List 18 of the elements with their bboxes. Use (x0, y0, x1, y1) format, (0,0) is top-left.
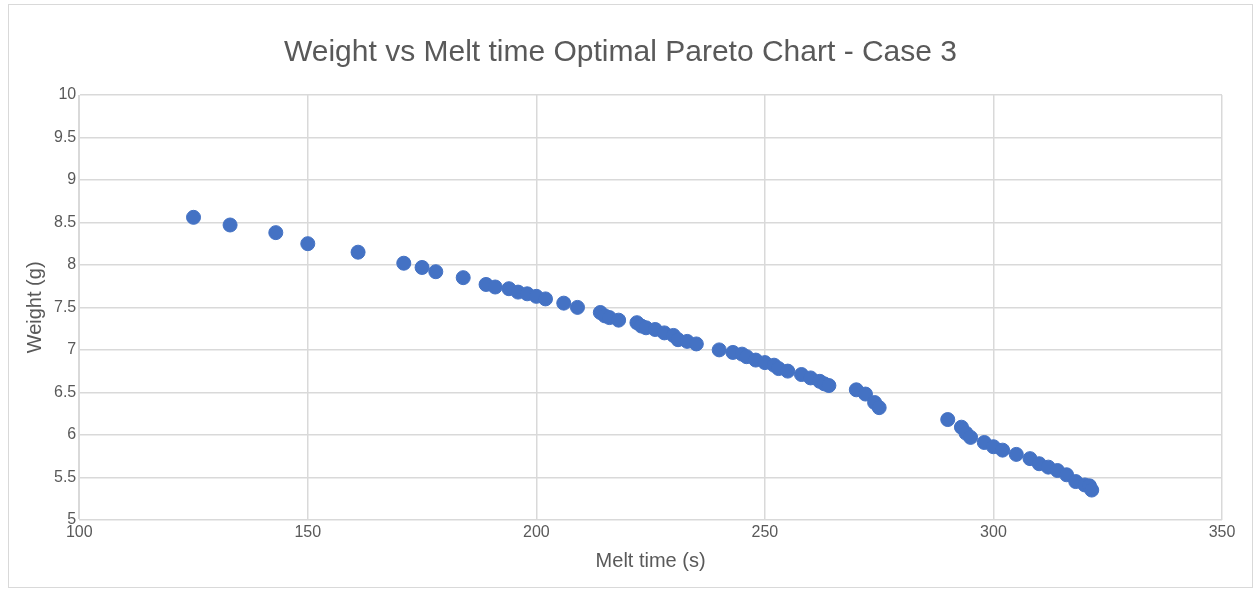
x-tick-label: 250 (751, 522, 779, 540)
y-tick-label: 9.5 (53, 127, 77, 145)
y-tick-label: 8 (67, 255, 77, 273)
y-tick-label: 10 (58, 85, 77, 103)
x-tick-label: 300 (980, 522, 1007, 540)
y-tick-label: 9 (67, 170, 77, 188)
chart-title: Weight vs Melt time Optimal Pareto Chart - Case 3 (283, 34, 958, 68)
y-axis-title: Weight (g) (22, 261, 45, 354)
x-tick-label: 350 (1208, 522, 1236, 540)
y-tick-label: 8.5 (53, 212, 77, 230)
x-axis-title: Melt time (s) (595, 548, 706, 571)
y-tick-label: 7.5 (53, 297, 77, 315)
x-tick-label: 150 (294, 522, 322, 540)
y-tick-label: 6 (67, 425, 77, 443)
x-tick-label: 200 (522, 522, 550, 540)
y-tick-label: 5.5 (53, 467, 77, 485)
y-tick-label: 7 (67, 340, 77, 358)
y-tick-label: 6.5 (53, 382, 77, 400)
